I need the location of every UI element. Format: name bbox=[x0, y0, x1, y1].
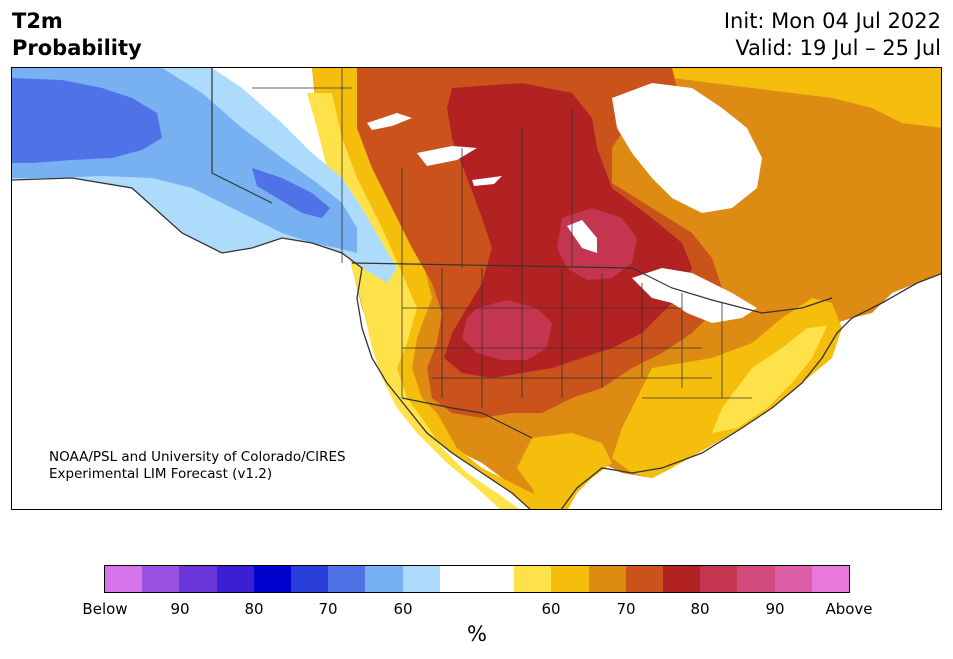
valid-dates: Valid: 19 Jul – 25 Jul bbox=[735, 36, 941, 60]
region-lightyellow-southeast bbox=[712, 326, 827, 433]
colorbar-cell bbox=[328, 566, 366, 592]
region-gold-northeast bbox=[652, 68, 941, 128]
map-panel bbox=[11, 67, 942, 510]
credit-line-1: NOAA/PSL and University of Colorado/CIRE… bbox=[49, 449, 346, 465]
region-yellow-west bbox=[312, 68, 558, 509]
colorbar-cell bbox=[737, 566, 775, 592]
border-alaska bbox=[211, 68, 273, 204]
credit-text: NOAA/PSL and University of Colorado/CIRE… bbox=[49, 449, 346, 483]
region-blue bbox=[12, 78, 162, 163]
colorbar-tick: 60 bbox=[393, 600, 413, 618]
colorbar-cell bbox=[216, 566, 254, 592]
border-us-mexico bbox=[401, 397, 533, 439]
great-lakes bbox=[632, 268, 757, 323]
credit-line-2: Experimental LIM Forecast (v1.2) bbox=[49, 466, 273, 482]
colorbar-cell bbox=[625, 566, 664, 592]
border-us-canada bbox=[351, 262, 833, 314]
colorbar-cell bbox=[477, 566, 515, 592]
region-crimson-plains bbox=[462, 300, 552, 360]
init-date: Init: Mon 04 Jul 2022 bbox=[723, 9, 941, 33]
colorbar-cell bbox=[253, 566, 292, 592]
colorbar-cell bbox=[588, 566, 626, 592]
province-borders bbox=[252, 68, 573, 268]
lake-winnipeg bbox=[567, 220, 597, 253]
colorbar-cell bbox=[365, 566, 403, 592]
colorbar-cell bbox=[700, 566, 738, 592]
colorbar-unit: % bbox=[467, 622, 487, 646]
colorbar-tick: 60 bbox=[541, 600, 561, 618]
colorbar-cell bbox=[402, 566, 440, 592]
colorbar-cell bbox=[179, 566, 217, 592]
colorbar-cell bbox=[663, 566, 701, 592]
title-type: Probability bbox=[12, 36, 142, 60]
colorbar-cell bbox=[105, 566, 143, 592]
colorbar-cell bbox=[774, 566, 812, 592]
hudson-bay bbox=[612, 83, 762, 213]
colorbar-tick: Above bbox=[825, 600, 873, 618]
colorbar-tick: Below bbox=[82, 600, 128, 618]
colorbar-tick: 70 bbox=[616, 600, 636, 618]
colorbar-tick: 90 bbox=[170, 600, 190, 618]
colorbar-cell bbox=[291, 566, 329, 592]
region-gold-south-texas bbox=[517, 433, 612, 509]
region-blue-panhandle bbox=[252, 168, 330, 218]
region-lightyellow-west bbox=[307, 93, 520, 509]
colorbar-cell bbox=[142, 566, 180, 592]
title-variable: T2m bbox=[12, 9, 63, 33]
lake-great-bear bbox=[367, 113, 412, 130]
colorbar-tick: 90 bbox=[765, 600, 785, 618]
coastline bbox=[12, 177, 941, 509]
forecast-dates: Init: Mon 04 Jul 2022 Valid: 19 Jul – 25… bbox=[724, 8, 941, 62]
colorbar-cell bbox=[551, 566, 589, 592]
colorbar-tick: 80 bbox=[244, 600, 264, 618]
colorbar-tick: 80 bbox=[690, 600, 710, 618]
map-title: T2m Probability bbox=[12, 8, 142, 62]
colorbar-tick: 70 bbox=[318, 600, 338, 618]
colorbar bbox=[104, 565, 850, 593]
north-america-map bbox=[12, 68, 941, 509]
region-gold-southeast bbox=[612, 298, 842, 478]
state-borders bbox=[401, 268, 752, 408]
colorbar-cell bbox=[514, 566, 552, 592]
colorbar-cell bbox=[439, 566, 478, 592]
lake-athabasca bbox=[472, 176, 502, 186]
colorbar-cell bbox=[811, 566, 850, 592]
